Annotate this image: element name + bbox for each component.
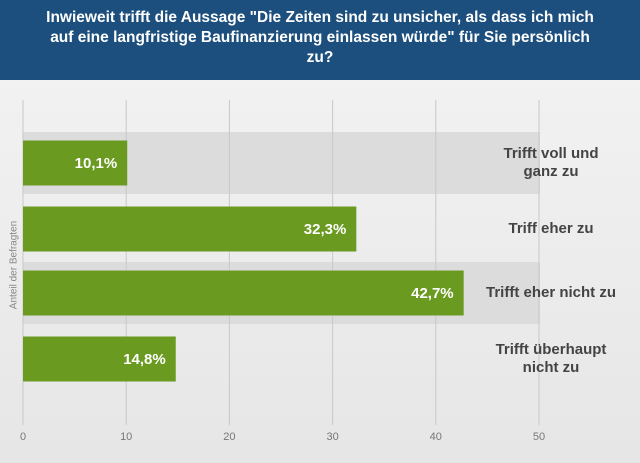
- x-tick-label: 20: [223, 431, 235, 443]
- bar: [23, 206, 357, 252]
- x-tick-label: 40: [430, 431, 442, 443]
- category-label: Trifft eher nicht zu: [486, 284, 617, 301]
- category-label: Trifft überhaupt nicht zu: [495, 341, 607, 376]
- value-label: 32,3%: [304, 221, 347, 238]
- category-label: Triff eher zu: [508, 220, 594, 237]
- value-label: 10,1%: [75, 155, 118, 172]
- category-label: Trifft voll und ganz zu: [503, 145, 599, 180]
- value-label: 14,8%: [123, 351, 166, 368]
- x-tick-label: 0: [20, 431, 26, 443]
- bar: [23, 270, 464, 316]
- bar: [23, 336, 176, 382]
- x-tick-label: 50: [533, 431, 545, 443]
- value-label: 42,7%: [411, 285, 454, 302]
- bar: [23, 140, 128, 186]
- chart-title: Inwieweit trifft die Aussage "Die Zeiten…: [0, 0, 640, 80]
- y-axis-label: Anteil der Befragten: [9, 221, 20, 309]
- x-tick-label: 30: [326, 431, 338, 443]
- x-tick-label: 10: [120, 431, 132, 443]
